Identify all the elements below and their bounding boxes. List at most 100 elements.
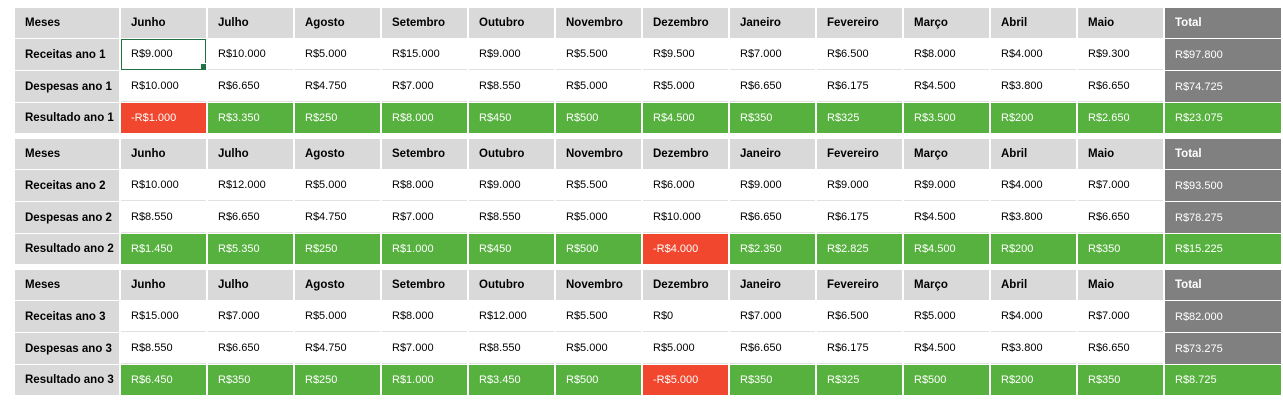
value-cell[interactable]: R$9.000 bbox=[469, 39, 554, 70]
header-cell-month[interactable]: Novembro bbox=[556, 270, 641, 300]
value-cell[interactable]: R$6.500 bbox=[817, 301, 902, 332]
header-cell-meses[interactable]: Meses bbox=[15, 8, 119, 38]
header-cell-meses[interactable]: Meses bbox=[15, 139, 119, 169]
selected-cell[interactable]: R$9.000 bbox=[121, 39, 206, 70]
value-cell[interactable]: R$4.500 bbox=[643, 103, 728, 133]
header-cell-month[interactable]: Dezembro bbox=[643, 139, 728, 169]
value-cell[interactable]: R$350 bbox=[1078, 365, 1163, 395]
value-cell[interactable]: R$6.650 bbox=[208, 202, 293, 233]
header-cell-month[interactable]: Setembro bbox=[382, 139, 467, 169]
header-cell-month[interactable]: Outubro bbox=[469, 8, 554, 38]
value-cell[interactable]: R$4.000 bbox=[991, 170, 1076, 201]
header-cell-month[interactable]: Novembro bbox=[556, 8, 641, 38]
value-cell[interactable]: R$4.000 bbox=[991, 39, 1076, 70]
value-cell[interactable]: R$6.650 bbox=[730, 333, 815, 364]
header-cell-month[interactable]: Julho bbox=[208, 8, 293, 38]
value-cell[interactable]: R$6.175 bbox=[817, 202, 902, 233]
header-cell-month[interactable]: Maio bbox=[1078, 8, 1163, 38]
total-cell[interactable]: R$73.275 bbox=[1165, 333, 1281, 364]
value-cell[interactable]: R$4.500 bbox=[904, 202, 989, 233]
header-cell-month[interactable]: Março bbox=[904, 139, 989, 169]
value-cell[interactable]: R$500 bbox=[904, 365, 989, 395]
value-cell[interactable]: R$5.000 bbox=[556, 71, 641, 102]
header-cell-month[interactable]: Maio bbox=[1078, 139, 1163, 169]
header-cell-month[interactable]: Outubro bbox=[469, 139, 554, 169]
value-cell[interactable]: R$9.000 bbox=[817, 170, 902, 201]
value-cell[interactable]: R$1.450 bbox=[121, 234, 206, 264]
value-cell[interactable]: R$4.750 bbox=[295, 71, 380, 102]
value-cell[interactable]: R$450 bbox=[469, 103, 554, 133]
value-cell[interactable]: R$500 bbox=[556, 365, 641, 395]
value-cell[interactable]: R$6.650 bbox=[730, 202, 815, 233]
value-cell[interactable]: R$4.750 bbox=[295, 202, 380, 233]
value-cell[interactable]: R$7.000 bbox=[382, 202, 467, 233]
value-cell[interactable]: R$9.000 bbox=[904, 170, 989, 201]
negative-value-cell[interactable]: -R$5.000 bbox=[643, 365, 728, 395]
value-cell[interactable]: R$8.550 bbox=[469, 333, 554, 364]
header-cell-month[interactable]: Fevereiro bbox=[817, 270, 902, 300]
value-cell[interactable]: R$6.175 bbox=[817, 71, 902, 102]
header-cell-month[interactable]: Março bbox=[904, 270, 989, 300]
value-cell[interactable]: R$2.650 bbox=[1078, 103, 1163, 133]
value-cell[interactable]: R$7.000 bbox=[208, 301, 293, 332]
value-cell[interactable]: R$7.000 bbox=[1078, 301, 1163, 332]
total-cell[interactable]: R$23.075 bbox=[1165, 103, 1281, 133]
value-cell[interactable]: R$6.650 bbox=[208, 71, 293, 102]
row-label-cell[interactable]: Receitas ano 2 bbox=[15, 170, 119, 201]
value-cell[interactable]: R$5.000 bbox=[295, 170, 380, 201]
value-cell[interactable]: R$5.000 bbox=[295, 39, 380, 70]
value-cell[interactable]: R$8.000 bbox=[382, 170, 467, 201]
value-cell[interactable]: R$10.000 bbox=[643, 202, 728, 233]
total-cell[interactable]: R$82.000 bbox=[1165, 301, 1281, 332]
header-cell-total[interactable]: Total bbox=[1165, 270, 1281, 300]
header-cell-month[interactable]: Julho bbox=[208, 270, 293, 300]
value-cell[interactable]: R$250 bbox=[295, 234, 380, 264]
header-cell-month[interactable]: Junho bbox=[121, 270, 206, 300]
value-cell[interactable]: R$10.000 bbox=[121, 170, 206, 201]
header-cell-month[interactable]: Abril bbox=[991, 139, 1076, 169]
header-cell-month[interactable]: Novembro bbox=[556, 139, 641, 169]
value-cell[interactable]: R$2.825 bbox=[817, 234, 902, 264]
value-cell[interactable]: R$3.800 bbox=[991, 333, 1076, 364]
header-cell-month[interactable]: Abril bbox=[991, 8, 1076, 38]
value-cell[interactable]: R$0 bbox=[643, 301, 728, 332]
header-cell-total[interactable]: Total bbox=[1165, 8, 1281, 38]
value-cell[interactable]: R$12.000 bbox=[208, 170, 293, 201]
header-cell-total[interactable]: Total bbox=[1165, 139, 1281, 169]
row-label-cell[interactable]: Despesas ano 1 bbox=[15, 71, 119, 102]
value-cell[interactable]: R$9.500 bbox=[643, 39, 728, 70]
value-cell[interactable]: R$4.500 bbox=[904, 234, 989, 264]
header-cell-month[interactable]: Agosto bbox=[295, 8, 380, 38]
value-cell[interactable]: R$8.000 bbox=[382, 103, 467, 133]
value-cell[interactable]: R$5.000 bbox=[556, 333, 641, 364]
value-cell[interactable]: R$15.000 bbox=[382, 39, 467, 70]
value-cell[interactable]: R$4.500 bbox=[904, 71, 989, 102]
negative-value-cell[interactable]: -R$4.000 bbox=[643, 234, 728, 264]
value-cell[interactable]: R$1.000 bbox=[382, 365, 467, 395]
value-cell[interactable]: R$7.000 bbox=[730, 39, 815, 70]
value-cell[interactable]: R$350 bbox=[1078, 234, 1163, 264]
value-cell[interactable]: R$350 bbox=[730, 103, 815, 133]
total-cell[interactable]: R$15.225 bbox=[1165, 234, 1281, 264]
header-cell-month[interactable]: Agosto bbox=[295, 139, 380, 169]
value-cell[interactable]: R$350 bbox=[730, 365, 815, 395]
header-cell-month[interactable]: Dezembro bbox=[643, 8, 728, 38]
value-cell[interactable]: R$325 bbox=[817, 365, 902, 395]
header-cell-month[interactable]: Fevereiro bbox=[817, 139, 902, 169]
value-cell[interactable]: R$8.550 bbox=[121, 333, 206, 364]
row-label-cell[interactable]: Resultado ano 1 bbox=[15, 103, 119, 133]
value-cell[interactable]: R$2.350 bbox=[730, 234, 815, 264]
value-cell[interactable]: R$7.000 bbox=[382, 333, 467, 364]
value-cell[interactable]: R$8.000 bbox=[382, 301, 467, 332]
row-label-cell[interactable]: Despesas ano 3 bbox=[15, 333, 119, 364]
header-cell-month[interactable]: Agosto bbox=[295, 270, 380, 300]
value-cell[interactable]: R$5.000 bbox=[643, 71, 728, 102]
value-cell[interactable]: R$6.650 bbox=[1078, 333, 1163, 364]
value-cell[interactable]: R$5.000 bbox=[556, 202, 641, 233]
value-cell[interactable]: R$6.650 bbox=[730, 71, 815, 102]
total-cell[interactable]: R$97.800 bbox=[1165, 39, 1281, 70]
value-cell[interactable]: R$7.000 bbox=[730, 301, 815, 332]
header-cell-month[interactable]: Janeiro bbox=[730, 270, 815, 300]
value-cell[interactable]: R$5.000 bbox=[904, 301, 989, 332]
value-cell[interactable]: R$5.350 bbox=[208, 234, 293, 264]
